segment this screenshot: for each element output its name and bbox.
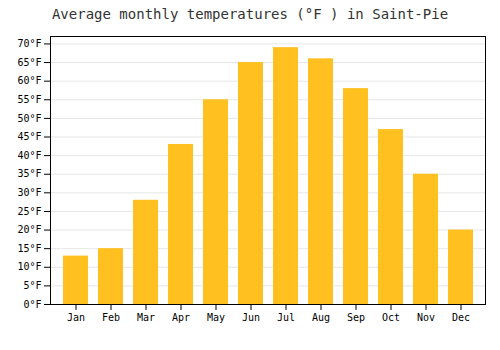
svg-text:65°F: 65°F bbox=[17, 57, 41, 68]
svg-text:Nov: Nov bbox=[417, 312, 435, 323]
svg-text:Apr: Apr bbox=[172, 312, 190, 323]
svg-text:30°F: 30°F bbox=[17, 187, 41, 198]
svg-text:40°F: 40°F bbox=[17, 150, 41, 161]
svg-text:Mar: Mar bbox=[137, 312, 155, 323]
svg-text:10°F: 10°F bbox=[17, 261, 41, 272]
svg-text:35°F: 35°F bbox=[17, 168, 41, 179]
svg-text:Sep: Sep bbox=[347, 312, 365, 323]
svg-text:0°F: 0°F bbox=[23, 299, 41, 310]
svg-text:15°F: 15°F bbox=[17, 243, 41, 254]
svg-text:Jul: Jul bbox=[277, 312, 295, 323]
svg-text:45°F: 45°F bbox=[17, 131, 41, 142]
svg-text:5°F: 5°F bbox=[23, 280, 41, 291]
svg-text:55°F: 55°F bbox=[17, 94, 41, 105]
svg-text:May: May bbox=[207, 312, 225, 323]
svg-text:50°F: 50°F bbox=[17, 113, 41, 124]
svg-text:70°F: 70°F bbox=[17, 38, 41, 49]
svg-text:Feb: Feb bbox=[102, 312, 120, 323]
svg-text:Aug: Aug bbox=[312, 312, 330, 323]
svg-text:25°F: 25°F bbox=[17, 206, 41, 217]
svg-text:Jun: Jun bbox=[242, 312, 260, 323]
svg-text:Oct: Oct bbox=[382, 312, 400, 323]
html-text:Average monthly temperatures (: Average monthly temperatures (°F ) in Sa… bbox=[51, 6, 449, 22]
svg-text:Jan: Jan bbox=[67, 312, 85, 323]
svg-text:Dec: Dec bbox=[452, 312, 470, 323]
svg-text:20°F: 20°F bbox=[17, 224, 41, 235]
svg-text:60°F: 60°F bbox=[17, 75, 41, 86]
